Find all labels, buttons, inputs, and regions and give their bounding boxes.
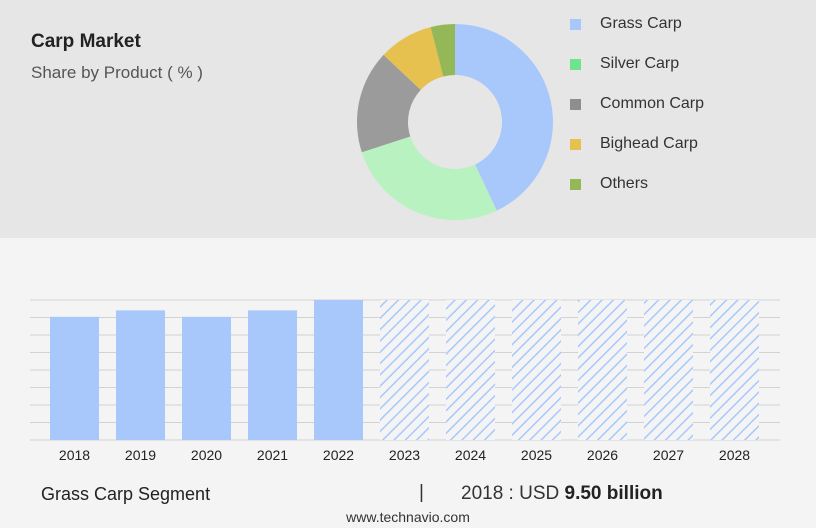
x-tick-label: 2028 bbox=[719, 447, 750, 463]
bar-2021 bbox=[248, 310, 297, 440]
legend-swatch bbox=[570, 179, 581, 190]
x-tick-label: 2021 bbox=[257, 447, 288, 463]
legend-swatch bbox=[570, 59, 581, 70]
donut-slice-others bbox=[430, 24, 455, 77]
legend-label: Grass Carp bbox=[600, 15, 682, 32]
x-tick-label: 2027 bbox=[653, 447, 684, 463]
footer-segment-label: Grass Carp Segment bbox=[41, 484, 211, 504]
x-tick-label: 2026 bbox=[587, 447, 618, 463]
footer-value-amount: 9.50 billion bbox=[564, 483, 663, 504]
donut-chart bbox=[357, 24, 553, 220]
bar-2028 bbox=[710, 300, 759, 440]
donut-slice-bighead-carp bbox=[383, 27, 444, 90]
chart-subtitle: Share by Product ( % ) bbox=[31, 63, 203, 82]
bar-2023 bbox=[380, 300, 429, 440]
bar-chart: 2018 2019 2020 2021 2022 2023 2024 2025 2026 2027… bbox=[30, 299, 780, 463]
x-tick-label: 2022 bbox=[323, 447, 354, 463]
x-tick-label: 2025 bbox=[521, 447, 552, 463]
legend-swatch bbox=[570, 99, 581, 110]
footer-value: 2018 : USD 9.50 billion bbox=[461, 483, 663, 505]
x-tick-label: 2020 bbox=[191, 447, 222, 463]
bar-2025 bbox=[512, 300, 561, 440]
bar-2026 bbox=[578, 300, 627, 440]
legend-swatch bbox=[570, 19, 581, 30]
legend-label: Common Carp bbox=[600, 95, 705, 112]
legend-label: Silver Carp bbox=[600, 55, 680, 72]
bar-2027 bbox=[644, 300, 693, 440]
legend-label: Bighead Carp bbox=[600, 135, 698, 152]
x-tick-label: 2023 bbox=[389, 447, 420, 463]
footer-separator: | bbox=[419, 482, 424, 503]
bar-2020 bbox=[182, 316, 231, 440]
x-tick-label: 2018 bbox=[59, 447, 90, 463]
bar-2022 bbox=[314, 300, 363, 440]
bar-2024 bbox=[446, 300, 495, 440]
bar-2018 bbox=[50, 316, 99, 440]
x-tick-label: 2024 bbox=[455, 447, 486, 463]
footer-value-prefix: 2018 : USD bbox=[461, 483, 560, 504]
legend-label: Others bbox=[600, 175, 649, 192]
x-tick-label: 2019 bbox=[125, 447, 156, 463]
website-url: www.technavio.com bbox=[346, 509, 470, 525]
donut-slice-silver-carp bbox=[361, 136, 497, 220]
chart-title: Carp Market bbox=[31, 31, 141, 52]
donut-slice-common-carp bbox=[357, 54, 421, 153]
bar-2019 bbox=[116, 310, 165, 440]
legend-swatch bbox=[570, 139, 581, 150]
donut-slice-grass-carp bbox=[455, 24, 553, 211]
